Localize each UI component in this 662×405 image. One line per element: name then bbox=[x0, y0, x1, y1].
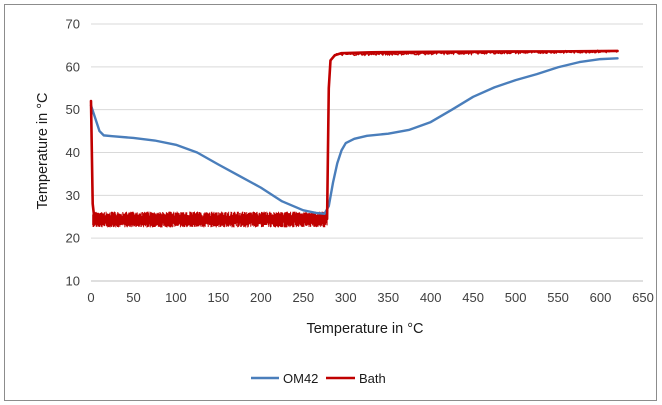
gridlines bbox=[91, 23, 643, 239]
x-tick-label: 150 bbox=[208, 290, 230, 305]
y-tick-label: 10 bbox=[66, 274, 80, 289]
y-tick-label: 20 bbox=[66, 231, 80, 246]
x-tick-label: 350 bbox=[377, 290, 399, 305]
x-tick-label: 100 bbox=[165, 290, 187, 305]
legend: OM42 Bath bbox=[251, 371, 386, 386]
x-tick-labels: 0 50 100 150 200 250 300 350 400 450 500 550 600 650 bbox=[87, 290, 653, 305]
legend-label-om42: OM42 bbox=[283, 371, 318, 386]
legend-label-bath: Bath bbox=[359, 371, 386, 386]
series-lines bbox=[89, 49, 619, 221]
series-line-om42 bbox=[89, 57, 619, 215]
y-tick-label: 30 bbox=[66, 188, 80, 203]
x-tick-label: 450 bbox=[462, 290, 484, 305]
y-axis-title: Temperature in °C bbox=[35, 92, 51, 209]
y-tick-label: 60 bbox=[66, 59, 80, 74]
y-tick-label: 70 bbox=[66, 17, 80, 32]
x-tick-label: 500 bbox=[505, 290, 527, 305]
x-axis-title: Temperature in °C bbox=[306, 321, 423, 337]
x-tick-label: 250 bbox=[292, 290, 314, 305]
x-tick-label: 0 bbox=[87, 290, 94, 305]
x-tick-label: 200 bbox=[250, 290, 272, 305]
x-tick-label: 550 bbox=[547, 290, 569, 305]
y-tick-label: 50 bbox=[66, 102, 80, 117]
x-tick-label: 600 bbox=[590, 290, 612, 305]
x-tick-label: 300 bbox=[335, 290, 357, 305]
x-tick-label: 50 bbox=[126, 290, 140, 305]
bath-plateau-noise bbox=[334, 49, 619, 57]
y-tick-label: 40 bbox=[66, 145, 80, 160]
series-line-bath bbox=[89, 49, 619, 221]
x-tick-label: 400 bbox=[420, 290, 442, 305]
x-tick-label: 650 bbox=[632, 290, 654, 305]
y-tick-labels: 10 20 30 40 50 60 70 bbox=[66, 17, 80, 289]
